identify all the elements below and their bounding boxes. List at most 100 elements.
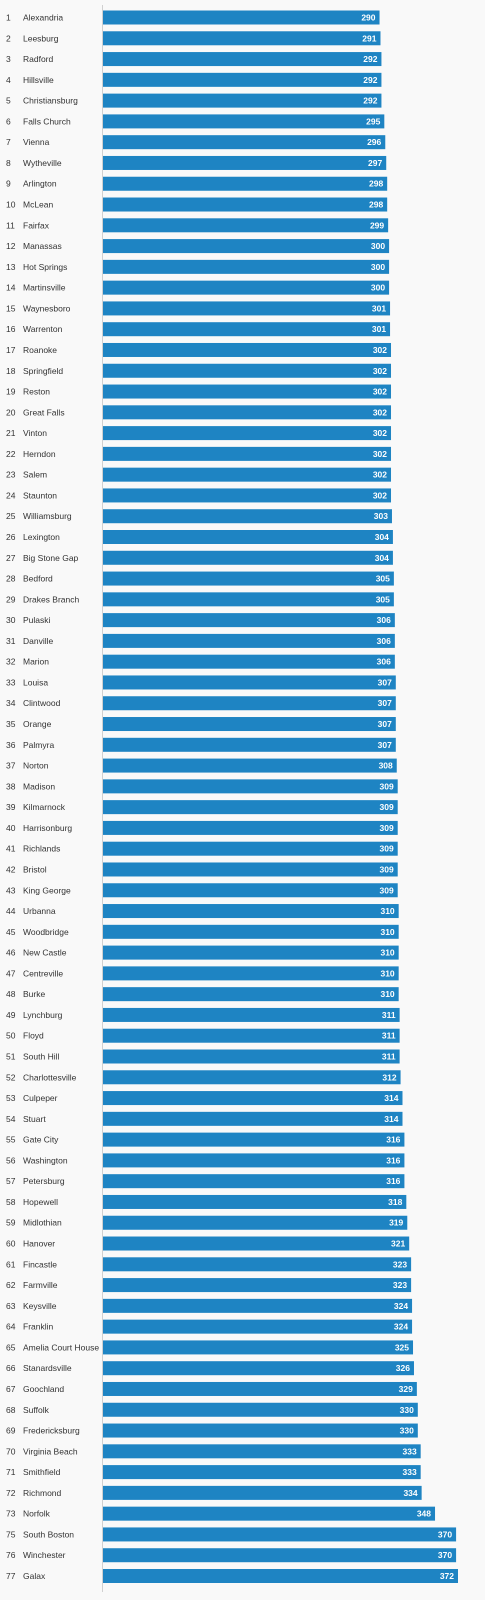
- bar-value-label: 306: [377, 657, 391, 667]
- bar: [102, 426, 392, 441]
- bar: [102, 1485, 422, 1500]
- category-label: Hot Springs: [23, 262, 67, 272]
- bar-value-label: 330: [400, 1405, 414, 1415]
- rank-label: 49: [6, 1010, 16, 1020]
- bar-value-label: 310: [380, 968, 394, 978]
- bar: [102, 530, 393, 544]
- bar-value-label: 302: [373, 345, 387, 355]
- bar-value-label: 298: [369, 200, 383, 210]
- bar: [102, 945, 399, 960]
- bar-value-label: 316: [386, 1155, 400, 1165]
- bar-value-label: 298: [369, 179, 383, 189]
- category-label: Palmyra: [23, 740, 54, 750]
- category-label: Arlington: [23, 179, 57, 189]
- category-label: Hillsville: [23, 75, 54, 85]
- category-label: Salem: [23, 470, 47, 480]
- category-label: Woodbridge: [23, 927, 69, 937]
- category-label: Williamsburg: [23, 511, 72, 521]
- bar-value-label: 304: [375, 553, 389, 563]
- bar: [102, 904, 399, 919]
- rank-label: 72: [6, 1488, 16, 1498]
- rank-label: 75: [6, 1529, 16, 1539]
- rank-label: 47: [6, 968, 16, 978]
- rank-label: 8: [6, 158, 11, 168]
- rank-label: 6: [6, 116, 11, 126]
- bar: [102, 52, 382, 67]
- bar: [102, 1298, 413, 1313]
- category-label: Goochland: [23, 1384, 64, 1394]
- rank-label: 33: [6, 677, 16, 687]
- bar-value-label: 310: [380, 989, 394, 999]
- bar: [102, 93, 382, 108]
- rank-label: 32: [6, 657, 16, 667]
- rank-label: 44: [6, 906, 16, 916]
- bar-value-label: 329: [399, 1384, 413, 1394]
- rank-label: 60: [6, 1239, 16, 1249]
- category-label: McLean: [23, 200, 54, 210]
- bar: [102, 1569, 458, 1583]
- rank-label: 7: [6, 137, 11, 147]
- bar-value-label: 309: [380, 844, 394, 854]
- category-label: Waynesboro: [23, 303, 71, 313]
- category-label: Fairfax: [23, 220, 50, 230]
- category-label: Manassas: [23, 241, 62, 251]
- rank-label: 51: [6, 1052, 16, 1062]
- bar: [102, 987, 399, 1002]
- bar-value-label: 302: [373, 490, 387, 500]
- bar: [102, 1070, 401, 1085]
- rank-label: 23: [6, 470, 16, 480]
- rank-label: 55: [6, 1135, 16, 1145]
- bar: [102, 509, 392, 524]
- bar-value-label: 307: [378, 740, 392, 750]
- bar-value-label: 309: [380, 781, 394, 791]
- rank-label: 68: [6, 1405, 16, 1415]
- rank-label: 64: [6, 1322, 16, 1332]
- bar-value-label: 302: [373, 407, 387, 417]
- bar: [102, 280, 390, 295]
- bar: [102, 654, 395, 669]
- bar-value-label: 292: [363, 54, 377, 64]
- rank-label: 67: [6, 1384, 16, 1394]
- bar: [102, 696, 396, 711]
- rank-label: 46: [6, 948, 16, 958]
- rank-label: 11: [6, 220, 15, 230]
- rank-label: 15: [6, 303, 16, 313]
- rank-label: 16: [6, 324, 16, 334]
- rank-label: 34: [6, 698, 16, 708]
- bar-value-label: 306: [377, 636, 391, 646]
- category-label: Herndon: [23, 449, 56, 459]
- bar: [102, 1215, 408, 1230]
- bar: [102, 1548, 457, 1563]
- bar: [102, 779, 398, 794]
- bar-value-label: 324: [394, 1322, 408, 1332]
- category-label: New Castle: [23, 948, 67, 958]
- rank-label: 10: [6, 200, 16, 210]
- bar: [102, 800, 398, 815]
- bar-value-label: 296: [367, 137, 381, 147]
- rank-label: 24: [6, 490, 16, 500]
- bar-value-label: 300: [371, 262, 385, 272]
- category-label: Winchester: [23, 1550, 66, 1560]
- category-label: Orange: [23, 719, 52, 729]
- category-label: Richmond: [23, 1488, 62, 1498]
- category-label: Vienna: [23, 137, 50, 147]
- bar: [102, 1381, 417, 1396]
- bar: [102, 1132, 405, 1147]
- bar: [102, 1444, 421, 1459]
- bar: [102, 1465, 421, 1480]
- bar: [102, 966, 399, 981]
- bar-value-label: 305: [376, 594, 390, 604]
- category-label: Vinton: [23, 428, 47, 438]
- category-label: Marion: [23, 657, 49, 667]
- bar-value-label: 302: [373, 428, 387, 438]
- rank-label: 13: [6, 262, 16, 272]
- bar-value-label: 310: [380, 927, 394, 937]
- bar-value-label: 299: [370, 220, 384, 230]
- bar: [102, 1506, 436, 1521]
- category-label: Fredericksburg: [23, 1426, 80, 1436]
- bar: [102, 1194, 407, 1209]
- category-label: Harrisonburg: [23, 823, 72, 833]
- rank-label: 53: [6, 1093, 16, 1103]
- rank-label: 2: [6, 33, 11, 43]
- bar-value-label: 302: [373, 387, 387, 397]
